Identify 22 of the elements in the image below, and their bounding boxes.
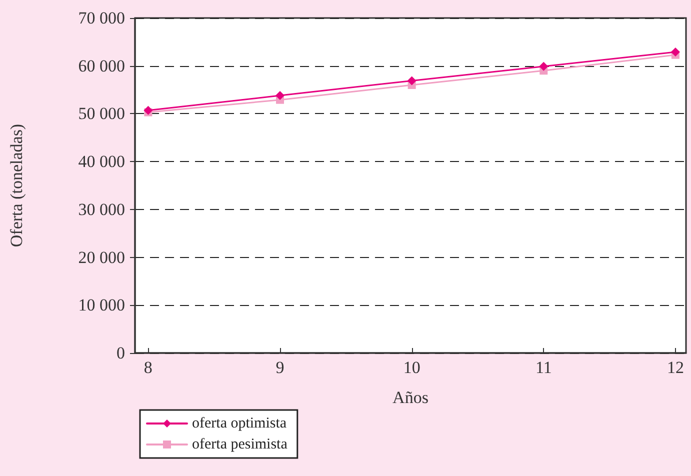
x-tick-label: 9: [276, 358, 284, 377]
y-tick-label: 60 000: [78, 56, 125, 76]
point: [276, 91, 284, 100]
legend-label: oferta optimista: [192, 416, 287, 432]
y-tick-label: 40 000: [78, 152, 125, 172]
y-tick-label: 50 000: [78, 104, 125, 124]
x-tick-label: 11: [535, 358, 552, 377]
x-tick-label: 12: [666, 358, 684, 377]
y-tick-label: 30 000: [78, 200, 125, 219]
point: [407, 76, 416, 86]
x-tick-label: 8: [144, 358, 152, 377]
y-tick-label: 20 000: [78, 248, 125, 267]
point: [539, 62, 548, 71]
x-tick-label: 10: [403, 358, 420, 377]
x-axis-title: Años: [392, 388, 428, 407]
y-tick-label: 0: [116, 344, 125, 362]
point: [144, 106, 153, 115]
y-tick-label: 10 000: [78, 296, 125, 315]
y-tick-label: 70 000: [78, 8, 125, 28]
point: [670, 47, 680, 56]
y-axis-title: Oferta (toneladas): [7, 124, 26, 248]
legend-label: oferta pesimista: [192, 436, 288, 452]
